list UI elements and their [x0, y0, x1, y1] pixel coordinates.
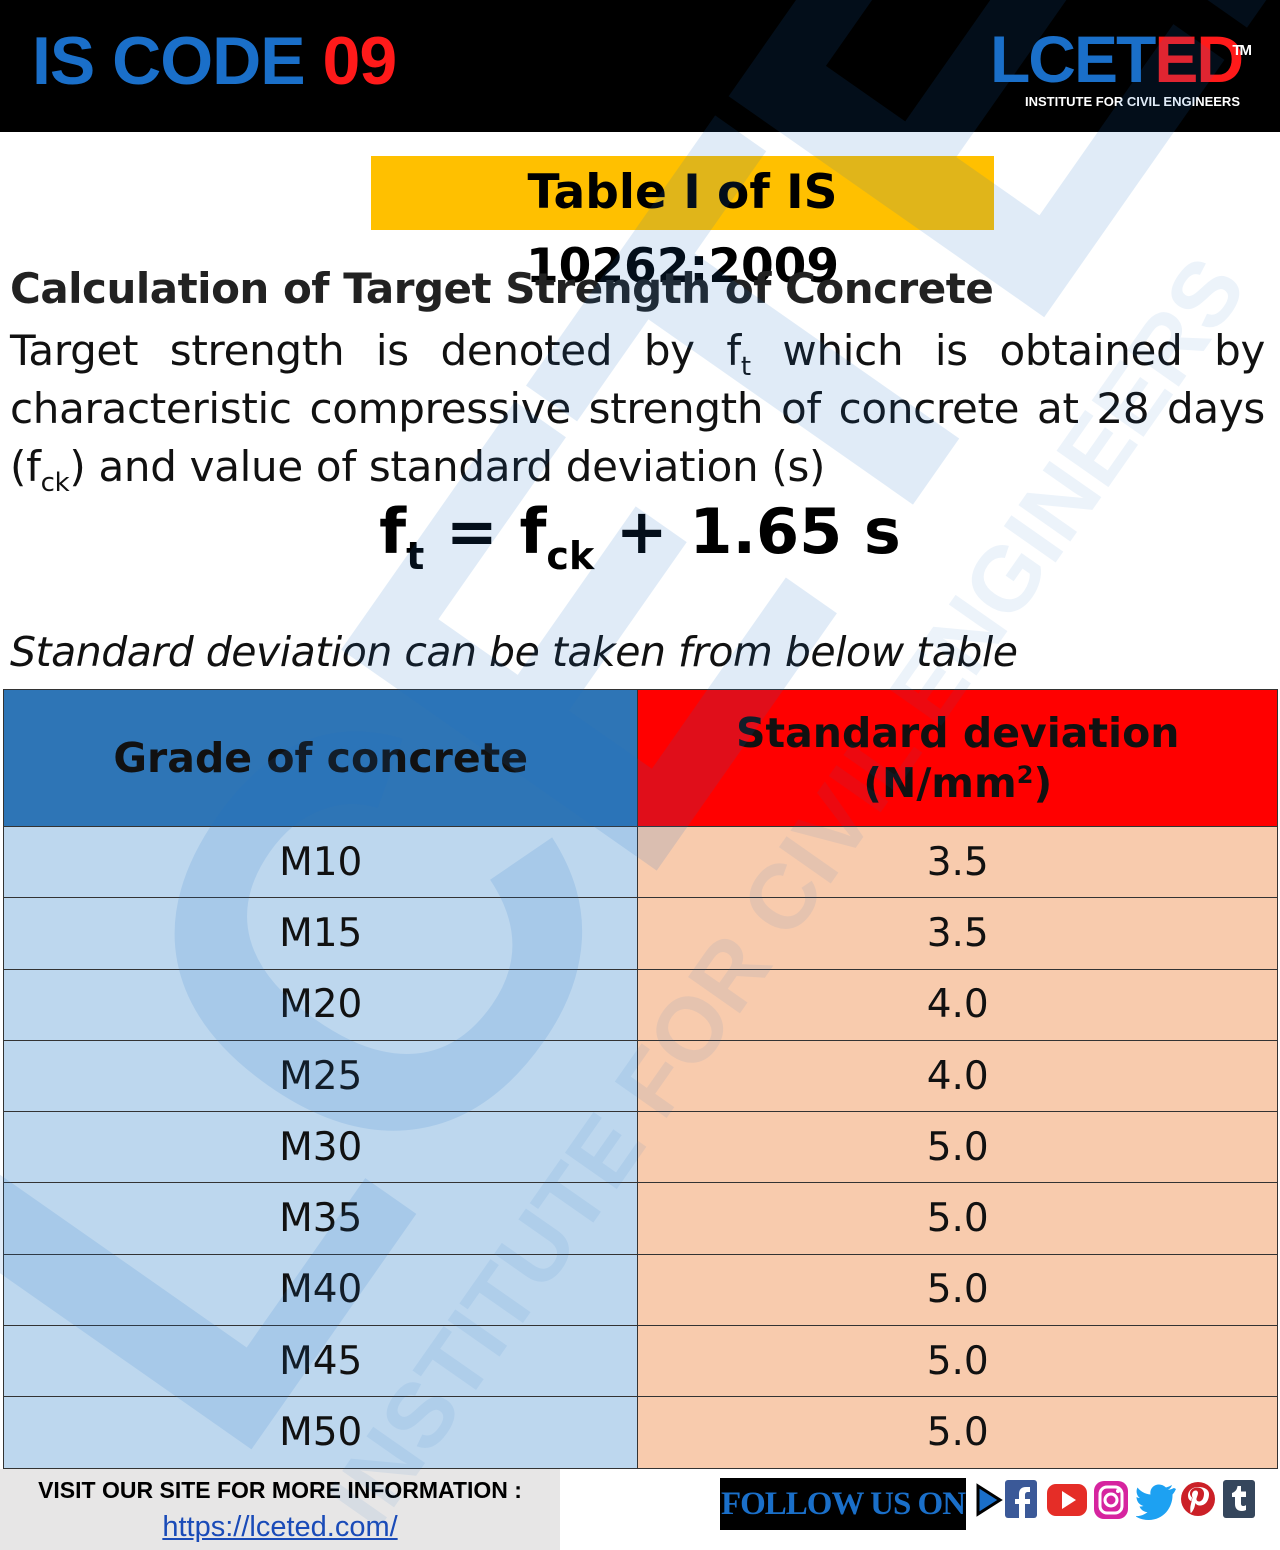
header-grade-of-concrete: Grade of concrete: [2, 689, 639, 827]
sd-cell: 3.5: [637, 897, 1278, 970]
table-reference-label: Table I of IS 10262:2009: [371, 156, 994, 294]
table-row: M35 5.0: [2, 1182, 1278, 1255]
para-text-1: Target strength is denoted by f: [10, 326, 741, 375]
facebook-icon[interactable]: [1004, 1478, 1038, 1522]
visit-site-text: VISIT OUR SITE FOR MORE INFORMATION :: [38, 1477, 522, 1503]
pinterest-icon[interactable]: [1180, 1478, 1216, 1522]
site-link[interactable]: https://lceted.com/: [162, 1511, 398, 1543]
brand-logo: LCETED TM INSTITUTE FOR CIVIL ENGINEERS: [982, 22, 1252, 114]
grade-cell: M25: [2, 1039, 639, 1113]
target-strength-formula: ft = fck + 1.65 s: [0, 495, 1280, 575]
sd-cell: 5.0: [637, 1253, 1278, 1327]
table-header-row: Grade of concrete Standard deviation (N/m…: [2, 689, 1278, 827]
header-sd-line2a: (N/mm: [863, 759, 1017, 807]
formula-rhs: + 1.65 s: [594, 495, 901, 568]
description-paragraph: Target strength is denoted by ft which i…: [10, 322, 1265, 496]
table-row: M40 5.0: [2, 1253, 1278, 1327]
sd-cell: 5.0: [637, 1182, 1278, 1255]
youtube-icon[interactable]: [1046, 1478, 1088, 1522]
formula-eq: = f: [424, 495, 547, 568]
grade-cell: M45: [2, 1325, 639, 1398]
formula-lhs: f: [379, 495, 407, 568]
table-row: M10 3.5: [2, 825, 1278, 899]
grade-cell: M20: [2, 968, 639, 1041]
brand-wordmark: LCETED TM: [989, 22, 1252, 96]
page-title: IS CODE 09: [32, 22, 398, 100]
standard-deviation-table: Grade of concrete Standard deviation (N/m…: [2, 689, 1278, 1469]
table-row: M50 5.0: [2, 1396, 1278, 1469]
tumblr-icon[interactable]: [1222, 1478, 1256, 1522]
para-text-2: which is obtained by characteristic comp…: [10, 326, 1265, 491]
table-row: M15 3.5: [2, 897, 1278, 970]
formula-mid-sub: ck: [546, 534, 595, 578]
table-row: M30 5.0: [2, 1111, 1278, 1184]
table-note: Standard deviation can be taken from bel…: [10, 628, 1018, 676]
trademark-mark: TM: [1232, 42, 1252, 59]
para-text-3: ) and value of standard deviation (s): [69, 442, 826, 491]
table-row: M25 4.0: [2, 1039, 1278, 1113]
table-row: M20 4.0: [2, 968, 1278, 1041]
table-row: M45 5.0: [2, 1325, 1278, 1398]
brand-part-1: LCET: [989, 22, 1156, 96]
header-sd-line1: Standard deviation: [736, 709, 1180, 757]
sd-cell: 4.0: [637, 1039, 1278, 1113]
header-standard-deviation: Standard deviation (N/mm2): [637, 689, 1278, 827]
para-sub-t: t: [740, 352, 751, 382]
title-part-1: IS CODE: [32, 23, 323, 99]
brand-part-2: ED: [1154, 22, 1244, 96]
formula-lhs-sub: t: [406, 534, 425, 578]
instagram-icon[interactable]: [1092, 1478, 1130, 1522]
grade-cell: M30: [2, 1111, 639, 1184]
header-sd-sup: 2: [1016, 761, 1034, 789]
play-icon[interactable]: [974, 1478, 1004, 1522]
grade-cell: M15: [2, 897, 639, 970]
sd-cell: 5.0: [637, 1396, 1278, 1469]
grade-cell: M40: [2, 1253, 639, 1327]
footer-site-box: VISIT OUR SITE FOR MORE INFORMATION : ht…: [0, 1469, 560, 1550]
para-sub-ck: ck: [40, 468, 70, 498]
sd-cell: 3.5: [637, 825, 1278, 899]
grade-cell: M35: [2, 1182, 639, 1255]
grade-cell: M50: [2, 1396, 639, 1469]
section-heading: Calculation of Target Strength of Concre…: [10, 264, 994, 313]
header-sd-line2b: ): [1033, 759, 1053, 807]
twitter-icon[interactable]: [1136, 1478, 1176, 1522]
brand-tagline: INSTITUTE FOR CIVIL ENGINEERS: [1024, 94, 1240, 109]
sd-cell: 5.0: [637, 1111, 1278, 1184]
header-bar: IS CODE 09 LCETED TM INSTITUTE FOR CIVIL …: [0, 0, 1280, 132]
grade-cell: M10: [2, 825, 639, 899]
sd-cell: 5.0: [637, 1325, 1278, 1398]
sd-cell: 4.0: [637, 968, 1278, 1041]
title-part-2: 09: [322, 23, 398, 99]
follow-us-label: FOLLOW US ON: [720, 1478, 966, 1530]
